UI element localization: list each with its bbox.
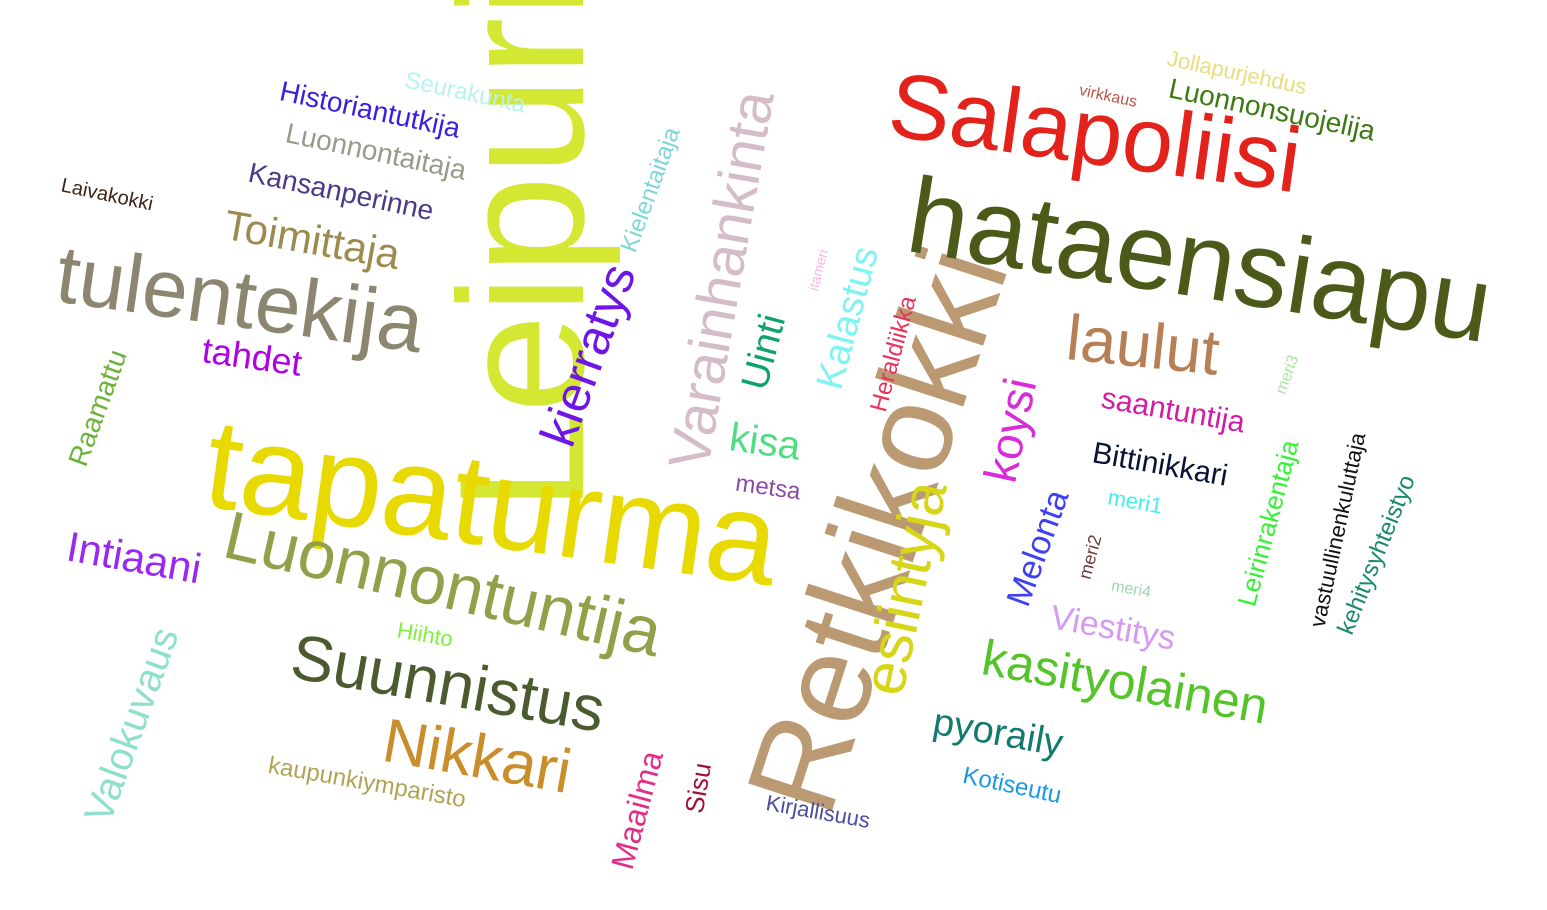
word-maailma: Maailma [603,746,671,874]
word-raamattu: Raamattu [62,345,133,471]
word-intiaani: Intiaani [63,522,205,593]
word-meri4: meri4 [1109,577,1153,602]
word-kielentaitaja: Kielentaitaja [615,123,686,256]
word-sisu: Sisu [678,760,718,816]
word-laulut: laulut [1063,301,1223,389]
word-valokuvaus: Valokuvaus [76,621,188,829]
word-kotiseutu: Kotiseutu [960,761,1064,810]
word-meri1: meri1 [1105,484,1165,519]
word-laivakokki: Laivakokki [59,174,155,216]
word-kisa: kisa [726,415,804,469]
word-meri2: meri2 [1074,532,1106,582]
word-meri3: meri3 [1272,353,1303,397]
word-pyoraily: pyoraily [929,700,1067,766]
word-itameri: itameri [804,247,832,293]
word-leirinrakentaja: Leirinrakentaja [1231,436,1305,610]
word-melonta: Melonta [999,484,1077,612]
word-saantuntija: saantuntija [1098,381,1248,440]
